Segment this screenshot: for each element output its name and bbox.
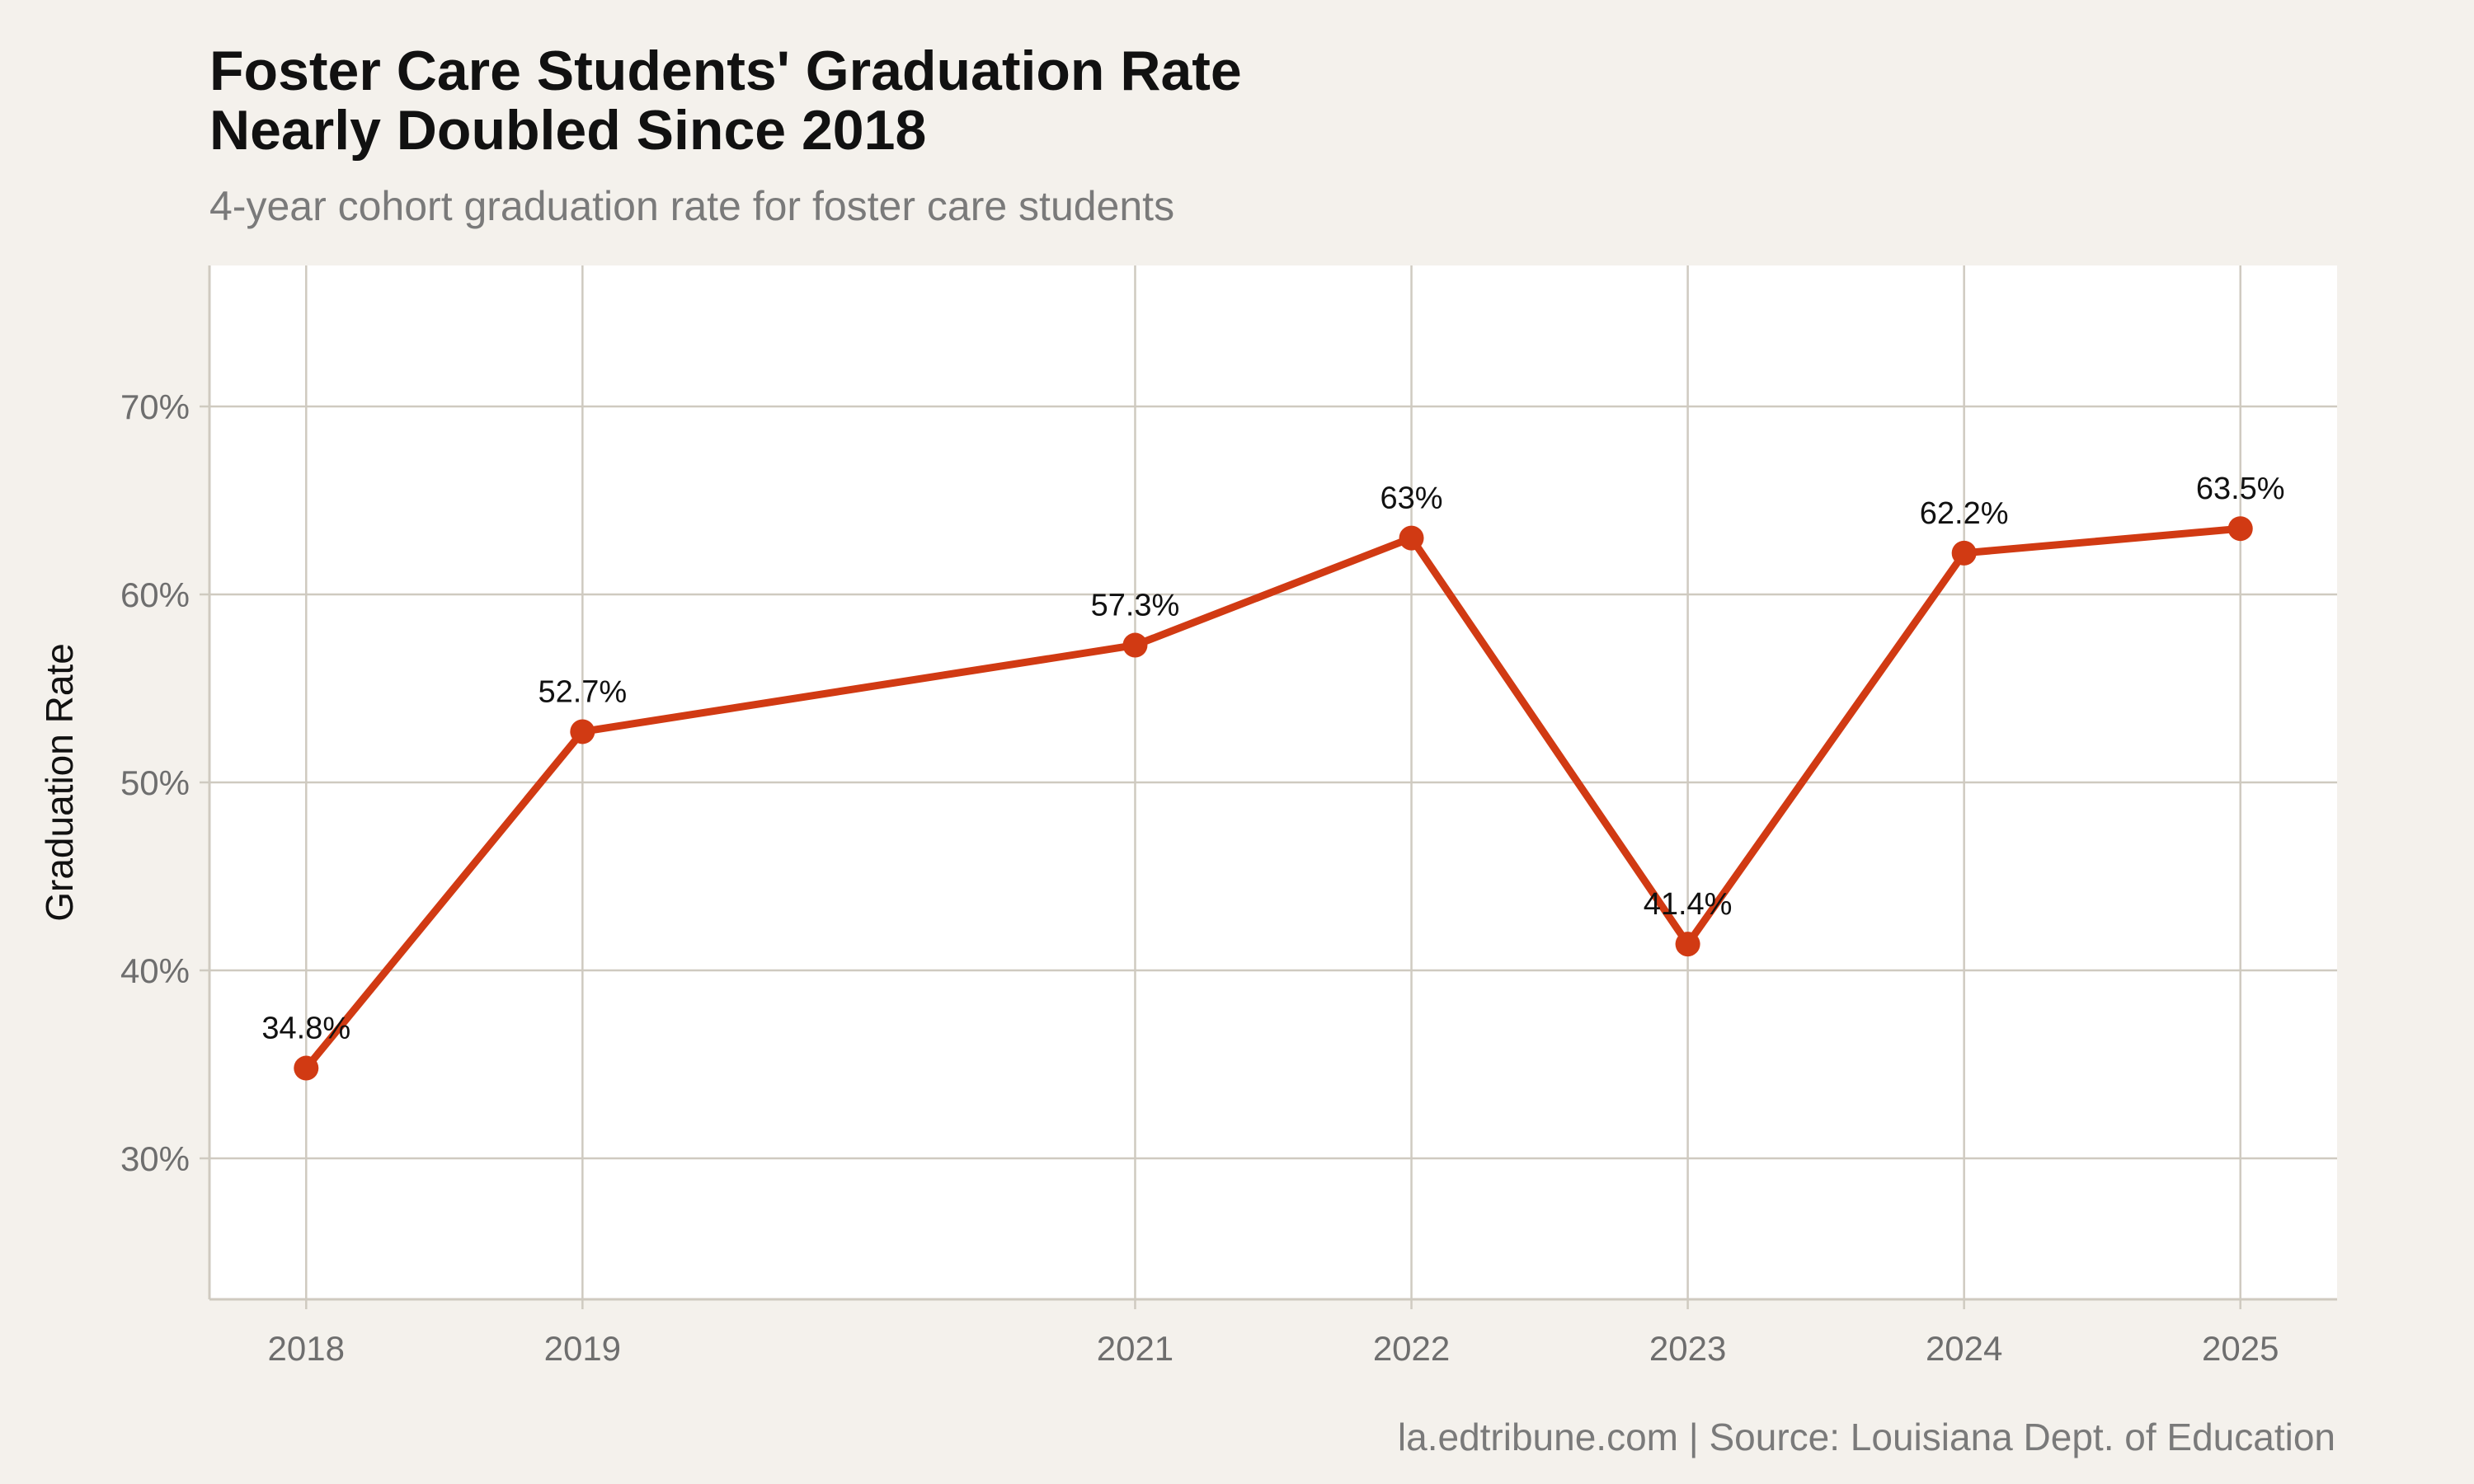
chart-subtitle: 4-year cohort graduation rate for foster… — [209, 183, 1175, 229]
x-tick-label: 2024 — [1926, 1329, 2002, 1368]
data-points — [294, 516, 2253, 1081]
chart-title: Foster Care Students' Graduation Rate Ne… — [209, 40, 1242, 162]
data-label: 63% — [1380, 481, 1443, 516]
x-axis-ticks: 2018 2019 2021 2022 2023 2024 2025 — [268, 1299, 2279, 1368]
data-label: 62.2% — [1920, 496, 2009, 531]
data-label: 52.7% — [538, 674, 627, 709]
x-tick-label: 2019 — [544, 1329, 621, 1368]
data-point — [1399, 525, 1424, 551]
data-labels: 34.8% 52.7% 57.3% 63% 41.4% 62.2% 63.5% — [261, 472, 2284, 1045]
data-point — [1122, 632, 1148, 658]
data-label: 41.4% — [1644, 887, 1733, 922]
x-tick-label: 2022 — [1373, 1329, 1450, 1368]
y-tick-label: 30% — [120, 1139, 190, 1178]
data-point — [570, 719, 595, 744]
y-tick-label: 50% — [120, 763, 190, 802]
data-label: 57.3% — [1091, 589, 1180, 623]
x-tick-label: 2025 — [2202, 1329, 2279, 1368]
y-axis-title: Graduation Rate — [38, 643, 81, 922]
data-point — [294, 1055, 319, 1081]
data-label: 63.5% — [2196, 472, 2285, 506]
x-tick-label: 2018 — [268, 1329, 345, 1368]
data-point — [2227, 516, 2253, 542]
y-tick-label: 40% — [120, 951, 190, 990]
data-label: 34.8% — [261, 1012, 350, 1046]
y-axis-ticks: 30% 40% 50% 60% 70% — [120, 387, 209, 1178]
y-tick-label: 60% — [120, 575, 190, 614]
y-tick-label: 70% — [120, 387, 190, 426]
source-caption: la.edtribune.com | Source: Louisiana Dep… — [1397, 1416, 2335, 1458]
data-point — [1951, 540, 1977, 566]
data-point — [1675, 932, 1700, 957]
x-tick-label: 2021 — [1097, 1329, 1174, 1368]
x-tick-label: 2023 — [1649, 1329, 1726, 1368]
